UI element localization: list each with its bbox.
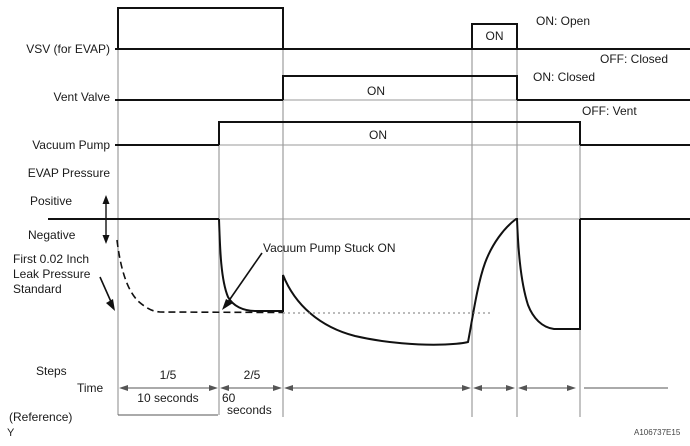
leak-standard-pointer-arrow xyxy=(99,276,115,311)
stuck-on-annotation: Vacuum Pump Stuck ON xyxy=(263,241,396,255)
vsv-waveform xyxy=(115,7,690,50)
vent-valve-waveform xyxy=(115,75,690,101)
time-label: Time xyxy=(77,381,104,395)
leak-standard-line2: Leak Pressure xyxy=(13,267,91,281)
leak-standard-line3: Standard xyxy=(13,282,62,296)
vacuum-pump-waveform xyxy=(115,121,690,146)
stuck-on-pointer-arrow xyxy=(222,252,263,310)
pressure-trace xyxy=(218,218,581,346)
reference-label: (Reference) xyxy=(9,410,73,424)
vsv-legend-off: OFF: Closed xyxy=(599,52,668,66)
vent-legend-on: ON: Closed xyxy=(533,70,596,84)
leak-standard-annotation: First 0.02 Inch Leak Pressure Standard xyxy=(13,252,90,297)
evap-pressure-label: EVAP Pressure xyxy=(27,166,110,180)
vent-valve-on-label: ON xyxy=(367,84,385,98)
vent-valve-label: Vent Valve xyxy=(53,90,110,104)
vacuum-pump-label: Vacuum Pump xyxy=(32,138,110,152)
negative-label: Negative xyxy=(28,228,76,242)
step-2-label: 2/5 xyxy=(243,368,261,382)
vsv-label: VSV (for EVAP) xyxy=(26,42,110,56)
timeline-gridlines xyxy=(117,8,581,417)
vsv-on-label: ON xyxy=(485,29,504,43)
duration-2-value: 60 xyxy=(222,391,236,405)
vsv-legend-on: ON: Open xyxy=(536,14,591,28)
leak-standard-line1: First 0.02 Inch xyxy=(13,252,90,266)
corner-mark: Y xyxy=(7,427,15,439)
figure-code: A106737E15 xyxy=(634,428,681,437)
duration-2-unit: seconds xyxy=(227,403,272,417)
duration-1-label: 10 seconds xyxy=(137,391,199,405)
positive-label: Positive xyxy=(30,194,73,208)
pressure-direction-arrow xyxy=(102,195,110,244)
vacuum-pump-on-label: ON xyxy=(369,128,387,142)
steps-label: Steps xyxy=(36,364,67,378)
vent-legend-off: OFF: Vent xyxy=(582,104,637,118)
step-1-label: 1/5 xyxy=(159,368,177,382)
time-dimension-arrows xyxy=(119,385,668,391)
